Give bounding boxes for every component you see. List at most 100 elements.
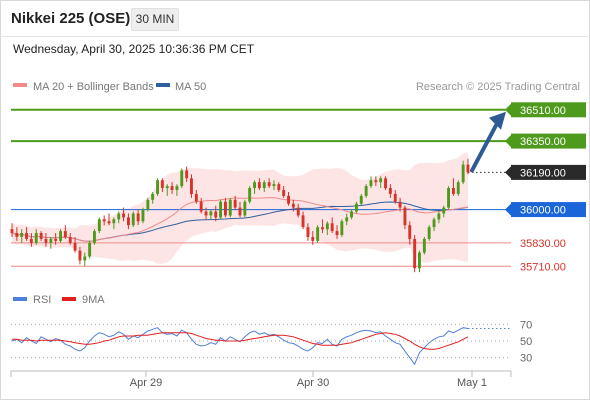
candle-body (316, 227, 320, 241)
candle-body (272, 184, 276, 187)
timeframe-button[interactable]: 30 MIN (131, 8, 179, 31)
forecast-arrow-shaft (470, 117, 501, 173)
price-legend: MA 20 + Bollinger Bands MA 50 Research ©… (13, 81, 580, 93)
level-labels: 36510.00 36350.00 36190.00 36000.00 35830.00… (505, 102, 586, 273)
rsi-ma-legend-swatch (62, 297, 76, 301)
last-level-box (511, 164, 586, 180)
ma20-line (11, 197, 469, 242)
price-levels (11, 108, 512, 267)
rsi-tick-label: 30 (520, 353, 532, 365)
x-axis: Apr 29 Apr 30 May 1 (10, 371, 512, 389)
chart-datetime: Wednesday, April 30, 2025 10:36:36 PM CE… (13, 42, 255, 56)
candle-body (311, 237, 315, 241)
candle-body (253, 182, 256, 189)
candle-body (88, 242, 92, 257)
rsi-line (11, 327, 469, 366)
candle-body (112, 219, 116, 224)
candle-body (442, 207, 446, 214)
ma50-legend-swatch (156, 83, 170, 87)
candle-body (29, 238, 33, 243)
candle-body (170, 186, 174, 190)
forecast-arrow (470, 111, 506, 173)
candle-body (345, 217, 349, 222)
candle-body (408, 225, 412, 239)
candle-body (301, 215, 305, 228)
candle-body (141, 209, 145, 222)
rsi-legend-label: RSI (33, 294, 51, 306)
candle-body (277, 184, 281, 190)
resistance-level-box (511, 102, 586, 118)
candle-body (321, 227, 324, 230)
candle-body (83, 256, 87, 261)
candle-body (432, 219, 436, 228)
candle-body (403, 207, 407, 226)
candle-body (262, 182, 266, 189)
x-axis-tick-label: Apr 29 (130, 377, 162, 389)
candle-body (156, 180, 159, 194)
resistance-level-pointer (505, 102, 512, 117)
last-level-pointer (505, 165, 512, 180)
rsi-tick-label: 50 (520, 336, 532, 348)
candle-body (257, 182, 261, 189)
candle-body (456, 182, 460, 194)
candle-body (340, 221, 344, 235)
candle-body (335, 231, 339, 235)
resistance-level-box (511, 133, 586, 149)
moving-averages (11, 197, 469, 242)
candle-body (175, 186, 179, 190)
candle-body (291, 203, 295, 208)
header-divider (0, 36, 590, 37)
candle-body (384, 178, 387, 189)
candle-body (63, 231, 67, 237)
candle-body (461, 164, 465, 183)
last-level-label: 36190.00 (520, 167, 566, 179)
candle-body (369, 180, 373, 187)
candle-body (151, 193, 155, 200)
candle-body (393, 193, 397, 202)
candle-body (199, 201, 203, 212)
ma20-legend-label: MA 20 + Bollinger Bands (33, 81, 154, 93)
candle-body (117, 213, 121, 220)
candle-body (93, 231, 96, 243)
candlesticks (10, 158, 470, 273)
rsi-legend-swatch (13, 297, 27, 301)
candle-body (224, 201, 227, 216)
rsi-ma-legend-label: 9MA (82, 294, 105, 306)
candle-body (25, 233, 28, 239)
chart-header: Nikkei 225 (OSE) 30 MIN (0, 0, 590, 36)
candle-body (350, 211, 353, 218)
candle-body (306, 227, 310, 237)
candle-body (15, 233, 19, 237)
candle-body (122, 213, 125, 218)
rsi-panel: 70 50 30 (11, 319, 532, 366)
candle-body (39, 233, 43, 239)
candle-body (330, 223, 334, 232)
resistance-level-label: 36350.00 (520, 136, 566, 148)
candle-body (282, 190, 286, 196)
candle-body (49, 238, 53, 243)
pivot-level-pointer (505, 202, 512, 217)
rsi-ma-line (12, 332, 469, 350)
pivot-level-box (511, 202, 586, 218)
candle-body (214, 211, 218, 218)
candle-body (20, 233, 24, 237)
candle-body (238, 207, 242, 216)
research-credit: Research © 2025 Trading Central (416, 81, 580, 93)
candle-body (355, 203, 358, 212)
candle-body (422, 238, 426, 253)
candle-body (413, 238, 417, 269)
candle-body (466, 164, 470, 173)
resistance-level-pointer (505, 134, 512, 149)
candle-body (10, 229, 14, 233)
candle-body (427, 227, 431, 239)
rsi-legend: RSI 9MA (13, 294, 105, 306)
rsi-tick-label: 70 (520, 319, 532, 331)
support-level-label: 35830.00 (520, 238, 566, 250)
candle-body (219, 201, 222, 218)
candle-body (180, 170, 184, 187)
candle-body (131, 213, 135, 226)
candle-body (325, 223, 329, 230)
candle-body (287, 195, 290, 204)
candle-body (398, 201, 402, 208)
